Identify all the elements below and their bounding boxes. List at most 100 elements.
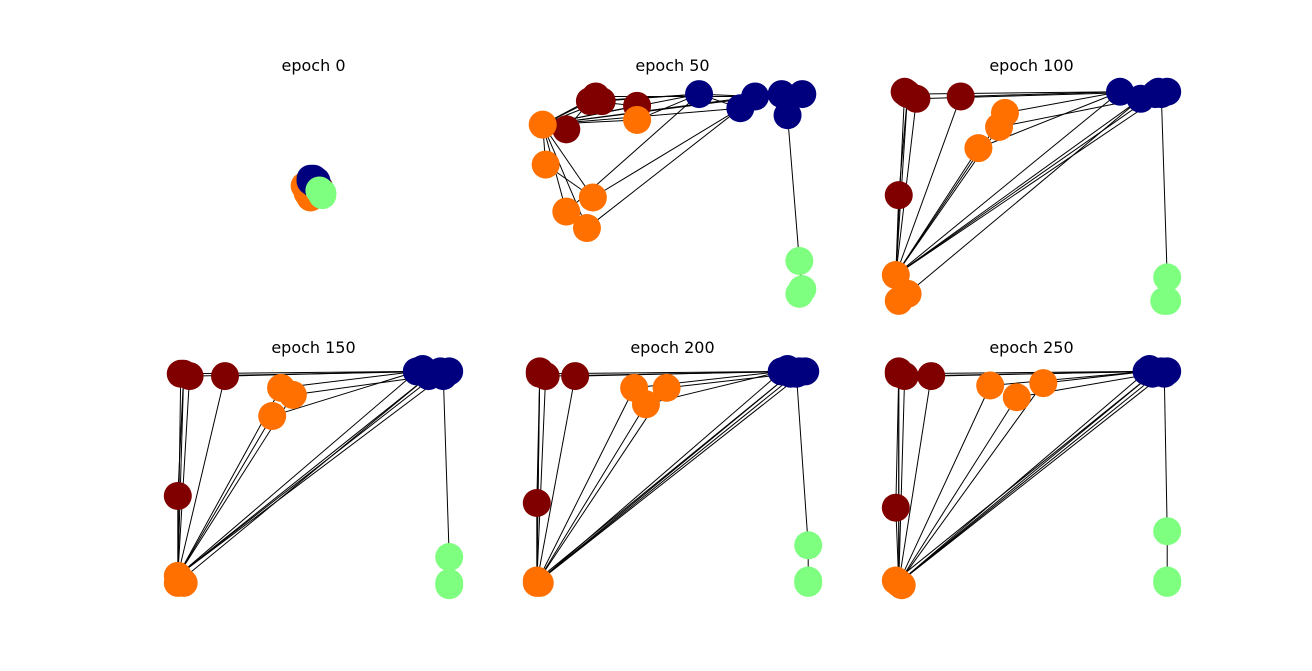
node [561,362,590,391]
node [782,359,811,388]
edge [895,91,1159,276]
edge [898,94,909,196]
node [785,279,814,308]
node [884,357,913,386]
node [917,362,946,391]
edge [177,371,450,577]
panel-title: epoch 50 [635,56,709,75]
edge [536,376,576,583]
edge [898,376,932,583]
node [946,82,975,111]
node [522,489,551,517]
node [1153,517,1182,546]
panel-title: epoch 200 [630,338,714,357]
node [1147,80,1176,109]
edge [898,98,1141,302]
node [884,286,913,315]
node [767,80,796,109]
node [985,113,1014,141]
edge [898,371,1147,584]
node [1153,286,1182,315]
edge [177,376,191,576]
node [785,246,814,275]
node [631,390,660,419]
edge [177,375,226,576]
node [794,531,823,560]
edge [536,373,791,581]
edge [795,373,809,546]
edge [907,91,1121,95]
node [522,566,551,595]
edge [586,107,741,229]
edge [177,371,441,577]
node [881,493,910,522]
edge [224,370,417,377]
node [572,214,601,243]
node [1002,383,1031,412]
node [552,115,581,144]
panel-title: epoch 0 [282,56,346,75]
edge [542,124,594,198]
edge [280,370,417,389]
edge [990,370,1147,386]
edge [898,373,1153,584]
edge [895,91,1121,276]
edge [898,371,1168,584]
edge [1043,370,1147,384]
edge [898,396,1018,584]
edge [1160,94,1168,278]
edge [177,371,418,577]
node [525,357,554,386]
node [278,380,307,409]
edge [536,371,806,584]
edge [177,415,273,577]
node [773,101,802,130]
panel-title: epoch 100 [989,56,1073,75]
node [685,80,714,109]
node [211,362,239,391]
edge [177,373,185,496]
node [881,566,910,595]
edge [177,375,429,584]
node [794,568,823,597]
node [623,105,652,134]
panel-title: epoch 150 [271,338,355,357]
node [1150,359,1179,388]
node [435,571,464,600]
edge [895,91,1168,276]
edge [177,375,429,577]
node [741,82,770,111]
edge [536,387,668,584]
edge [895,147,979,276]
node [552,197,581,226]
edge [960,91,1121,97]
edge [895,98,1141,276]
edge [898,371,1162,584]
node [587,87,616,116]
node [890,77,919,106]
edge [1004,91,1121,114]
edge [536,371,800,584]
node [1029,369,1058,398]
edge [898,385,991,584]
edge [895,373,1153,581]
edge [536,387,635,584]
edge [1163,373,1168,532]
edge [787,115,800,261]
edge [601,93,700,102]
node [166,359,195,388]
edge [442,376,450,558]
node [429,362,458,391]
node [578,183,607,212]
edge [898,376,906,583]
node [964,134,993,163]
edge [895,96,962,276]
node [531,150,560,179]
node [976,371,1005,400]
node [1153,263,1182,292]
edge [272,370,417,417]
edge [895,373,900,508]
edge [575,370,782,377]
